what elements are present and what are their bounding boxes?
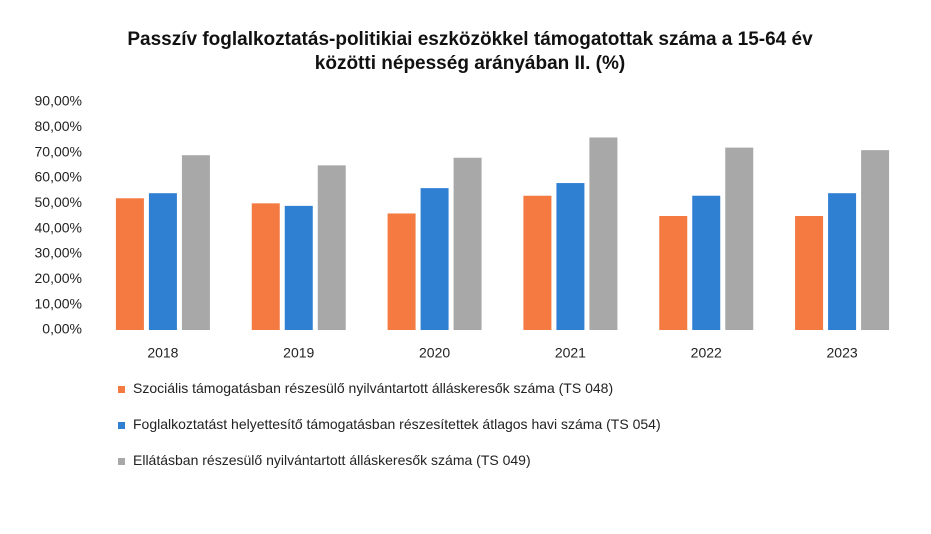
x-tick-label: 2022 [691,345,722,361]
x-tick-label: 2018 [147,345,178,361]
bar [284,205,313,330]
legend-entry: Foglalkoztatást helyettesítő támogatásba… [118,416,838,432]
y-tick-label: 10,00% [35,295,82,311]
legend-swatch [118,386,125,393]
y-tick-label: 30,00% [35,245,82,261]
bar [387,213,416,330]
x-tick-label: 2020 [419,345,450,361]
y-tick-label: 50,00% [35,194,82,210]
bar [725,147,754,330]
bar [181,155,210,330]
chart-title: Passzív foglalkoztatás-politikiai eszköz… [127,29,813,74]
bar [589,137,618,330]
y-tick-label: 90,00% [35,93,82,109]
bar [317,165,346,330]
y-tick-label: 20,00% [35,270,82,286]
legend: Szociális támogatásban részesülő nyilván… [118,380,838,488]
legend-swatch [118,458,125,465]
bar [795,216,824,330]
bar [659,216,688,330]
legend-entry: Ellátásban részesülő nyilvántartott állá… [118,452,838,468]
bar [523,195,552,330]
x-tick-label: 2021 [555,345,586,361]
x-tick-label: 2019 [283,345,314,361]
legend-label: Ellátásban részesülő nyilvántartott állá… [133,452,531,468]
legend-label: Szociális támogatásban részesülő nyilván… [133,380,614,396]
bar [692,195,721,330]
bar [251,203,280,330]
legend-label: Foglalkoztatást helyettesítő támogatásba… [133,416,661,432]
legend-swatch [118,422,125,429]
bar [861,150,890,330]
legend-entry: Szociális támogatásban részesülő nyilván… [118,380,698,396]
bar [115,198,144,330]
y-tick-label: 40,00% [35,219,82,235]
y-tick-label: 0,00% [42,321,82,337]
bar [420,188,449,330]
bar [556,183,585,330]
y-tick-label: 80,00% [35,118,82,134]
bar [148,193,177,330]
y-tick-label: 70,00% [35,143,82,159]
bar [453,157,482,330]
x-tick-label: 2023 [827,345,858,361]
bar [828,193,857,330]
y-tick-label: 60,00% [35,169,82,185]
